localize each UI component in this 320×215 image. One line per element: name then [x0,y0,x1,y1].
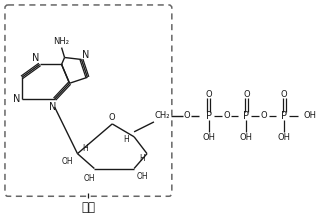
Text: H: H [139,154,145,163]
Text: OH: OH [84,174,95,183]
Text: N: N [13,94,20,104]
Text: 腺苷: 腺苷 [81,201,95,214]
Text: O: O [261,111,268,120]
Text: P: P [205,111,212,121]
Text: O: O [205,90,212,99]
Text: CH₂: CH₂ [154,111,170,120]
Text: OH: OH [202,133,215,142]
Text: NH₂: NH₂ [53,37,69,46]
Text: P: P [243,111,249,121]
Text: P: P [281,111,287,121]
Text: O: O [183,111,190,120]
Text: OH: OH [240,133,253,142]
Text: N: N [82,49,89,60]
Text: H: H [123,135,129,144]
Text: OH: OH [277,133,291,142]
Text: OH: OH [62,157,73,166]
Text: O: O [281,90,287,99]
Text: OH: OH [136,172,148,181]
Text: N: N [32,54,39,63]
Text: O: O [223,111,230,120]
Text: N: N [49,102,56,112]
Text: O: O [109,114,116,123]
Text: H: H [83,144,88,153]
Text: OH: OH [304,111,317,120]
Text: O: O [243,90,250,99]
